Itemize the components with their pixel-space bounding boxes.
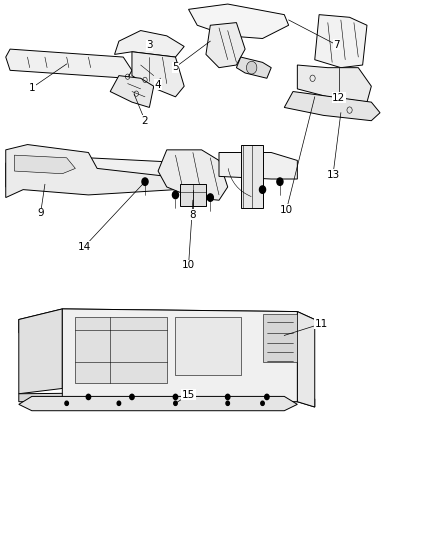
- Circle shape: [207, 194, 213, 201]
- Polygon shape: [297, 65, 371, 102]
- Polygon shape: [110, 76, 154, 108]
- Text: 8: 8: [190, 209, 196, 220]
- Polygon shape: [262, 314, 297, 362]
- Polygon shape: [115, 30, 184, 57]
- Polygon shape: [6, 49, 132, 78]
- Circle shape: [265, 394, 269, 400]
- Polygon shape: [62, 309, 297, 402]
- Text: 11: 11: [314, 319, 328, 329]
- Text: 2: 2: [142, 116, 148, 126]
- Text: 15: 15: [182, 390, 195, 400]
- Text: 3: 3: [146, 41, 153, 51]
- Polygon shape: [19, 309, 62, 394]
- Polygon shape: [14, 155, 75, 174]
- Circle shape: [130, 394, 134, 400]
- Polygon shape: [219, 152, 297, 179]
- Text: 13: 13: [326, 170, 339, 180]
- Polygon shape: [206, 22, 245, 68]
- Polygon shape: [158, 150, 228, 200]
- Circle shape: [86, 394, 91, 400]
- Polygon shape: [6, 144, 176, 198]
- Circle shape: [226, 394, 230, 400]
- Polygon shape: [19, 309, 315, 333]
- Polygon shape: [176, 317, 241, 375]
- Polygon shape: [19, 391, 315, 407]
- Polygon shape: [188, 4, 289, 38]
- Circle shape: [261, 401, 264, 406]
- Polygon shape: [237, 57, 271, 78]
- Text: 5: 5: [172, 62, 179, 72]
- Polygon shape: [132, 52, 184, 97]
- Polygon shape: [297, 312, 315, 407]
- Circle shape: [247, 61, 257, 74]
- Circle shape: [277, 178, 283, 185]
- Polygon shape: [284, 92, 380, 120]
- Text: 10: 10: [280, 205, 293, 215]
- Circle shape: [173, 394, 178, 400]
- Text: 7: 7: [333, 40, 340, 50]
- Text: 1: 1: [28, 83, 35, 93]
- Circle shape: [173, 191, 179, 199]
- Circle shape: [142, 178, 148, 185]
- Text: 12: 12: [332, 93, 345, 103]
- Polygon shape: [75, 317, 167, 383]
- Polygon shape: [180, 184, 206, 206]
- Polygon shape: [6, 155, 219, 190]
- Text: 14: 14: [78, 242, 91, 252]
- Circle shape: [226, 401, 230, 406]
- Circle shape: [174, 401, 177, 406]
- Text: 9: 9: [37, 208, 44, 219]
- Polygon shape: [241, 144, 262, 208]
- Text: 4: 4: [155, 79, 161, 90]
- Circle shape: [117, 401, 120, 406]
- Polygon shape: [19, 397, 297, 411]
- Circle shape: [259, 186, 265, 193]
- Circle shape: [65, 401, 68, 406]
- Text: 10: 10: [182, 261, 195, 270]
- Polygon shape: [315, 14, 367, 68]
